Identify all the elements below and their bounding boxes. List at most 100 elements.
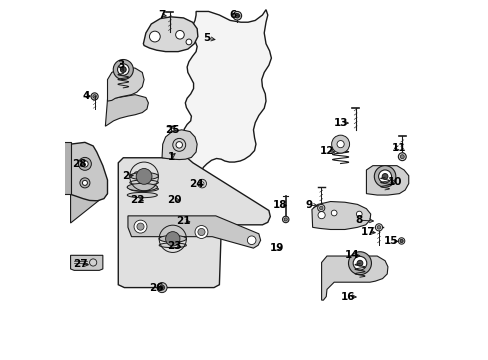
Circle shape [235,14,239,18]
Text: 11: 11 [391,143,405,153]
Text: 16: 16 [341,292,355,302]
Text: 14: 14 [344,250,359,260]
Polygon shape [366,166,408,195]
Circle shape [336,140,344,148]
Text: 7: 7 [158,10,165,20]
Ellipse shape [127,183,157,191]
Circle shape [136,168,152,184]
Circle shape [134,172,140,177]
Ellipse shape [129,172,158,180]
Polygon shape [143,17,198,51]
Polygon shape [162,130,197,159]
Polygon shape [118,158,270,288]
Circle shape [399,239,403,243]
Text: 27: 27 [73,259,87,269]
Circle shape [399,239,402,242]
Circle shape [247,236,255,244]
Polygon shape [321,256,387,300]
Text: 15: 15 [384,236,398,246]
Circle shape [134,220,147,233]
Ellipse shape [159,235,186,242]
Circle shape [117,64,129,75]
Polygon shape [176,10,271,200]
Circle shape [382,174,387,179]
Circle shape [330,210,336,216]
Text: 10: 10 [387,177,402,187]
Circle shape [317,204,324,212]
Circle shape [356,260,362,266]
Circle shape [78,157,91,170]
Circle shape [135,173,138,176]
Text: 17: 17 [360,227,375,237]
Circle shape [185,39,191,45]
Polygon shape [107,67,144,101]
Polygon shape [311,202,370,229]
Circle shape [195,226,207,238]
Circle shape [317,212,325,219]
Polygon shape [128,216,260,248]
Circle shape [81,161,88,167]
Circle shape [284,218,287,221]
Circle shape [348,252,371,275]
Circle shape [376,226,380,229]
Polygon shape [105,95,148,126]
Circle shape [93,95,96,98]
Text: 18: 18 [273,200,287,210]
Ellipse shape [129,174,158,179]
Circle shape [89,259,97,266]
Circle shape [319,206,323,210]
Text: 28: 28 [72,159,86,169]
Ellipse shape [159,243,186,248]
Circle shape [91,93,98,100]
Circle shape [398,238,404,244]
Circle shape [400,155,404,159]
Circle shape [200,182,203,185]
Circle shape [235,14,239,18]
Text: 2: 2 [122,171,129,181]
Text: 22: 22 [129,195,144,205]
Circle shape [373,166,395,187]
Circle shape [82,180,87,185]
Circle shape [356,211,362,217]
Circle shape [80,178,90,188]
Circle shape [120,67,126,72]
Ellipse shape [127,193,157,198]
Text: 24: 24 [188,179,203,189]
Circle shape [398,153,406,161]
Circle shape [198,179,206,188]
Text: 9: 9 [305,200,312,210]
Text: 25: 25 [165,125,180,135]
Circle shape [157,283,167,293]
Ellipse shape [159,237,186,241]
Text: 12: 12 [319,146,333,156]
Circle shape [149,31,160,42]
Circle shape [113,59,133,80]
Circle shape [175,31,184,39]
Text: 26: 26 [149,283,163,293]
Ellipse shape [129,186,158,192]
Circle shape [161,287,163,289]
Circle shape [282,216,288,223]
Circle shape [352,256,366,270]
Text: 3: 3 [117,60,124,70]
Polygon shape [70,255,102,270]
Ellipse shape [129,180,158,185]
Circle shape [137,223,144,230]
Circle shape [375,224,382,231]
Circle shape [233,12,241,20]
Text: 23: 23 [167,241,182,251]
Text: 6: 6 [229,10,236,20]
Circle shape [159,285,164,290]
Text: 13: 13 [333,118,348,128]
Text: 5: 5 [203,33,210,43]
Circle shape [331,135,349,153]
Polygon shape [63,142,70,194]
Circle shape [165,231,180,246]
Text: 4: 4 [82,91,89,101]
Circle shape [198,228,204,235]
Polygon shape [70,194,107,223]
Text: 1: 1 [167,152,174,162]
Text: 19: 19 [269,243,284,253]
Text: 20: 20 [167,195,182,205]
Circle shape [176,141,182,148]
